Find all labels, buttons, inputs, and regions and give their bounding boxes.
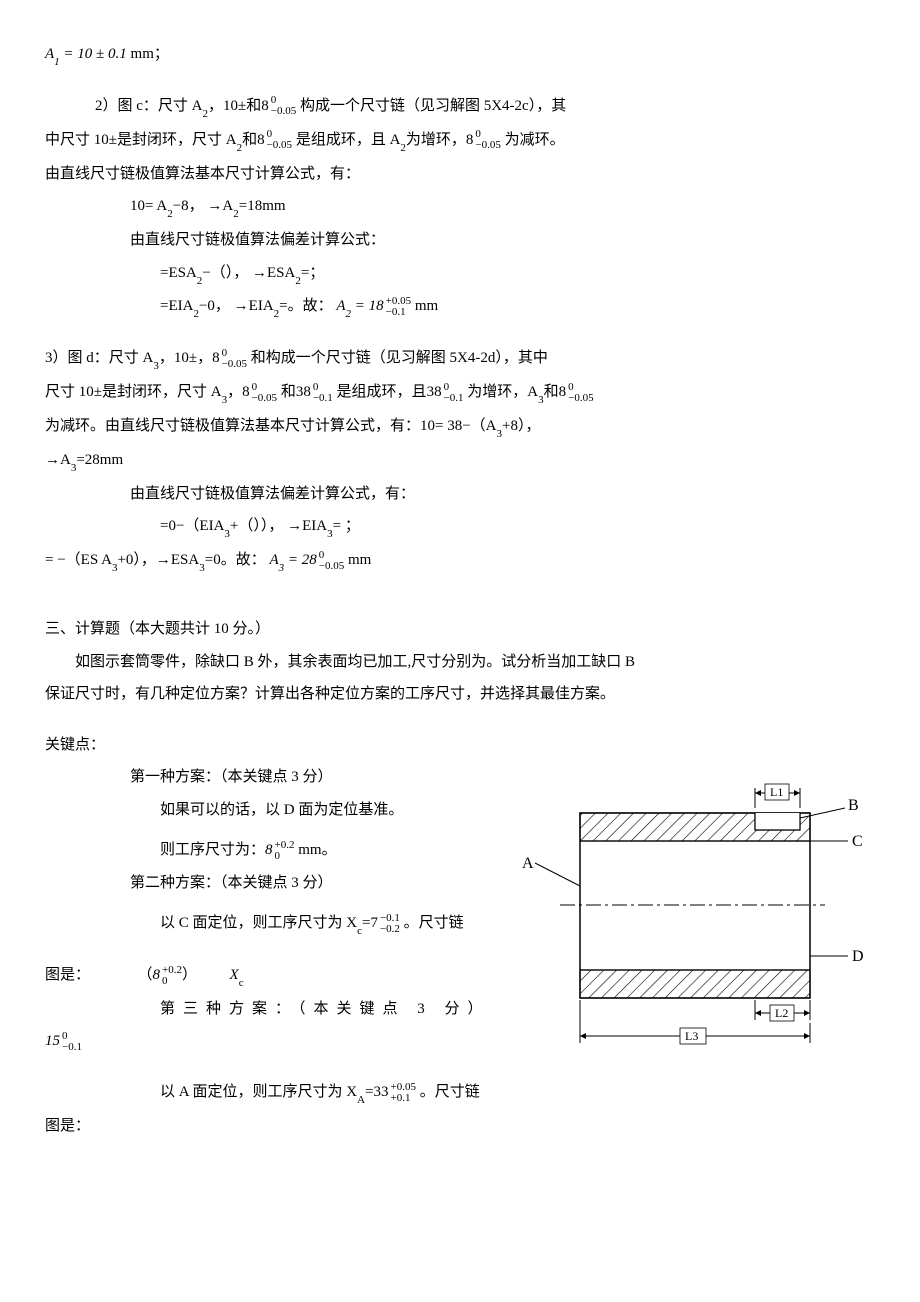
eq-val: = 10 ± 0.1	[63, 46, 126, 62]
para-13: =0−（EIA3+（））， →EIA3= ；	[45, 512, 870, 542]
kp3-line1: 第三种方案：（本关键点 3 分）	[45, 995, 485, 1024]
para-2: 中尺寸 10±是封闭环，尺寸 A2和80−0.05 是组成环，且 A2为增环，8…	[45, 126, 870, 156]
label-d: D	[852, 948, 864, 965]
para-9: 尺寸 10±是封闭环，尺寸 A3，80−0.05 和380−0.1 是组成环，且…	[45, 378, 870, 408]
tolerance: 0−0.05	[252, 382, 277, 404]
tolerance: 0−0.05	[267, 129, 292, 151]
tolerance: +0.20	[275, 840, 295, 862]
para-12: 由直线尺寸链极值算法偏差计算公式，有：	[45, 480, 870, 509]
sleeve-diagram: A B C D L1 L2 L3	[500, 768, 880, 1053]
para-11: →A3=28mm	[45, 446, 870, 476]
tolerance: 0−0.05	[475, 129, 500, 151]
label-a: A	[522, 855, 534, 872]
tolerance: −0.1−0.2	[380, 913, 400, 935]
para-7: =EIA2−0， →EIA2=。故： A2 = 18+0.05−0.1 mm	[45, 292, 870, 322]
final-line: 图是：	[45, 1112, 870, 1141]
label-l1: L1	[770, 785, 783, 799]
kp2-line2: 以 C 面定位，则工序尺寸为 Xc=7−0.1−0.2 。尺寸链	[45, 909, 475, 939]
eq-unit: mm；	[131, 46, 169, 62]
eq-var: A	[45, 46, 54, 62]
para-8: 3）图 d：尺寸 A3，10±，80−0.05 和构成一个尺寸链（见习解图 5X…	[45, 344, 870, 374]
para-4: 10= A2−8， →A2=18mm	[45, 192, 870, 222]
tolerance: 0−0.05	[271, 95, 296, 117]
tolerance: 0−0.1	[313, 382, 333, 404]
kp3-line2: 以 A 面定位，则工序尺寸为 XA=33+0.05+0.1 。尺寸链	[45, 1078, 485, 1108]
tolerance: 0−0.05	[319, 550, 344, 572]
para-6: =ESA2−（）， →ESA2=；	[45, 259, 870, 289]
kp1-line2: 如果可以的话，以 D 面为定位基准。	[45, 796, 475, 825]
para-1: 2）图 c：尺寸 A2，10±和80−0.05 构成一个尺寸链（见习解图 5X4…	[45, 92, 870, 122]
para-10: 为减环。由直线尺寸链极值算法基本尺寸计算公式，有：10= 38−（A3+8），	[45, 412, 870, 442]
para-14: = −（ES A3+0），→ESA3=0。故： A3 = 280−0.05 mm	[45, 546, 870, 576]
tolerance: 0−0.1	[62, 1031, 82, 1053]
para-3: 由直线尺寸链极值算法基本尺寸计算公式，有：	[45, 160, 870, 189]
label-b: B	[848, 797, 859, 814]
kp1-line3: 则工序尺寸为：8+0.20 mm。	[45, 836, 475, 865]
keypoints-title: 关键点：	[45, 731, 870, 760]
tolerance: +0.20	[162, 965, 182, 987]
eq-sub: 1	[54, 56, 60, 68]
section-3-body-1: 如图示套筒零件，除缺口 B 外，其余表面均已加工,尺寸分别为。试分析当加工缺口 …	[45, 648, 870, 677]
para-5: 由直线尺寸链极值算法偏差计算公式：	[45, 226, 870, 255]
equation-a1: A1 = 10 ± 0.1 mm；	[45, 40, 870, 70]
label-c: C	[852, 833, 863, 850]
section-3-title: 三、计算题（本大题共计 10 分。）	[45, 615, 870, 644]
tolerance: +0.05−0.1	[386, 296, 411, 318]
label-l3: L3	[685, 1029, 698, 1043]
label-l2: L2	[775, 1006, 788, 1020]
tolerance: 0−0.05	[222, 348, 247, 370]
kp2-line1: 第二种方案：（本关键点 3 分）	[45, 869, 475, 898]
tolerance: 0−0.1	[444, 382, 464, 404]
section-3-body-2: 保证尺寸时，有几种定位方案？计算出各种定位方案的工序尺寸，并选择其最佳方案。	[45, 680, 870, 709]
tolerance: +0.05+0.1	[391, 1082, 416, 1104]
kp1-line1: 第一种方案：（本关键点 3 分）	[45, 763, 475, 792]
tolerance: 0−0.05	[568, 382, 593, 404]
diagram-container: A B C D L1 L2 L3 第一种方案：（本关键点 3	[45, 763, 870, 1108]
